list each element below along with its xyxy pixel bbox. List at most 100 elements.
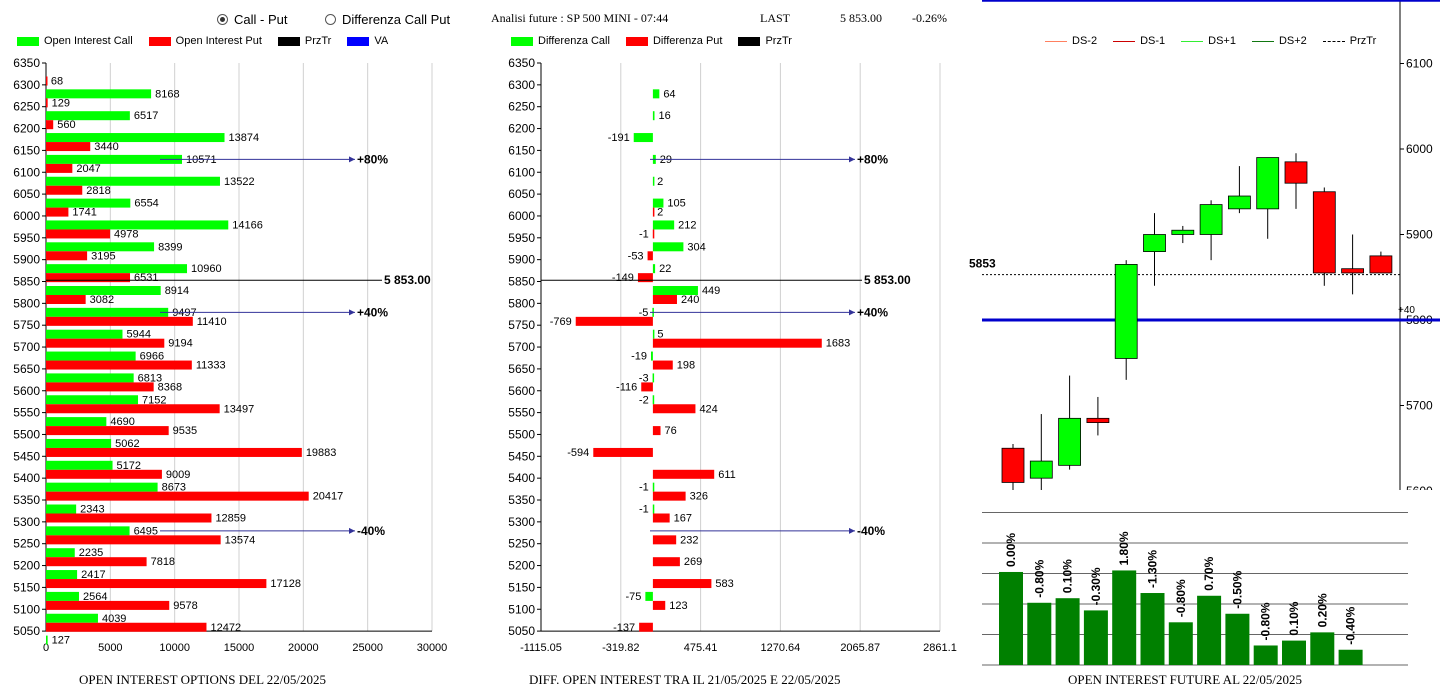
legend-label: Differenza Call	[538, 35, 610, 47]
y-tick-label: 6000	[508, 209, 535, 223]
bar	[652, 373, 655, 383]
bar	[652, 295, 677, 304]
data-label: -19	[631, 351, 647, 363]
bar	[46, 338, 165, 348]
bar	[46, 163, 73, 173]
middle-chart-title: DIFF. OPEN INTEREST TRA IL 21/05/2025 E …	[529, 672, 841, 687]
data-label: 20417	[313, 491, 344, 503]
legend-swatch	[148, 36, 171, 46]
bar	[647, 251, 653, 261]
data-label: 167	[674, 513, 692, 525]
data-label: 4690	[110, 416, 134, 428]
bar	[652, 469, 715, 479]
bar	[637, 273, 653, 283]
y-tick-label: 5600	[1406, 484, 1433, 490]
candle-body	[1227, 195, 1251, 210]
data-label: 2818	[86, 185, 110, 197]
bar	[652, 360, 673, 370]
bar	[46, 557, 147, 567]
y-tick-label: 5800	[508, 296, 535, 310]
data-label: -5	[639, 307, 649, 319]
legend-swatch	[277, 36, 300, 46]
bar	[652, 395, 655, 405]
data-label: 8673	[162, 482, 186, 494]
y-tick-label: 5150	[13, 580, 40, 594]
data-label: 8168	[155, 88, 179, 100]
data-label: -191	[608, 132, 630, 144]
data-label: 68	[51, 76, 63, 88]
legend-label: DS+2	[1278, 35, 1307, 47]
bar	[46, 229, 111, 239]
y-tick-label: 5700	[13, 340, 40, 354]
bar	[46, 426, 169, 436]
bar	[652, 198, 664, 208]
data-label: 17128	[270, 578, 301, 590]
candle-body	[1086, 417, 1110, 424]
bar	[46, 307, 169, 317]
x-tick-label: 15000	[224, 642, 255, 654]
x-tick-label: 25000	[352, 642, 383, 654]
bar	[46, 120, 54, 130]
bar	[46, 185, 83, 195]
data-label: 4978	[114, 228, 138, 240]
bar	[46, 316, 193, 326]
bar	[46, 111, 130, 121]
data-label: -1	[639, 482, 649, 494]
y-tick-label: 5550	[13, 406, 40, 420]
data-label: -0.80%	[1032, 559, 1046, 597]
y-tick-label: 5200	[13, 559, 40, 573]
bar	[46, 251, 88, 261]
legend-item: PrzTr	[277, 35, 331, 47]
y-tick-label: 6200	[13, 122, 40, 136]
reference-label: +80%	[357, 152, 388, 166]
bar	[652, 176, 655, 186]
last-change: -0.26%	[912, 11, 947, 25]
bar	[575, 316, 653, 326]
bar	[652, 89, 660, 99]
bar	[1253, 645, 1278, 665]
last-label: LAST	[760, 11, 790, 25]
legend-line	[1251, 40, 1274, 42]
bar	[46, 513, 212, 523]
y-tick-label: 6250	[508, 100, 535, 114]
y-tick-label: 5900	[13, 253, 40, 267]
data-label: 0.10%	[1287, 601, 1301, 635]
data-label: 4039	[102, 613, 126, 625]
data-label: 326	[690, 491, 708, 503]
candle-body	[1029, 460, 1053, 479]
price-label: 5 853.00	[864, 273, 911, 287]
x-tick-label: 2861.1	[923, 642, 957, 654]
bar	[46, 273, 131, 283]
y-tick-label: 5900	[508, 253, 535, 267]
data-label: -149	[612, 272, 634, 284]
data-label: 212	[678, 219, 696, 231]
data-label: 304	[687, 241, 705, 253]
y-tick-label: 6050	[508, 187, 535, 201]
data-label: 7818	[151, 556, 175, 568]
bar	[1282, 640, 1306, 665]
bar	[652, 513, 670, 523]
data-label: 2	[657, 176, 663, 188]
bar	[46, 404, 220, 414]
candlestick-chart: 61006000590058005700560055005400+80+4058…	[969, 0, 1440, 490]
data-label: 0.00%	[1004, 533, 1018, 567]
radio-call-put[interactable]: Call - Put	[217, 12, 287, 27]
bar	[633, 133, 653, 143]
data-label: 22	[659, 263, 671, 275]
bar	[46, 591, 79, 601]
data-label: 1683	[826, 338, 850, 350]
data-label: 0.70%	[1202, 556, 1216, 590]
legend-item: DS+2	[1251, 35, 1307, 47]
reference-label: -40%	[357, 524, 385, 538]
data-label: 13574	[225, 534, 256, 546]
legend-swatch	[625, 36, 648, 46]
radio-diff[interactable]: Differenza Call Put	[325, 12, 450, 27]
bar	[652, 600, 666, 610]
y-tick-label: 6250	[13, 100, 40, 114]
data-label: 6531	[134, 272, 158, 284]
data-label: 5172	[117, 460, 141, 472]
y-tick-label: 6000	[1406, 142, 1433, 156]
reference-arrow	[349, 156, 355, 163]
diff-open-interest-chart: -1115.05 -319.82 475.41 1270.64 2065.87 2861.…	[508, 56, 957, 654]
legend-item: DS-1	[1113, 35, 1165, 47]
